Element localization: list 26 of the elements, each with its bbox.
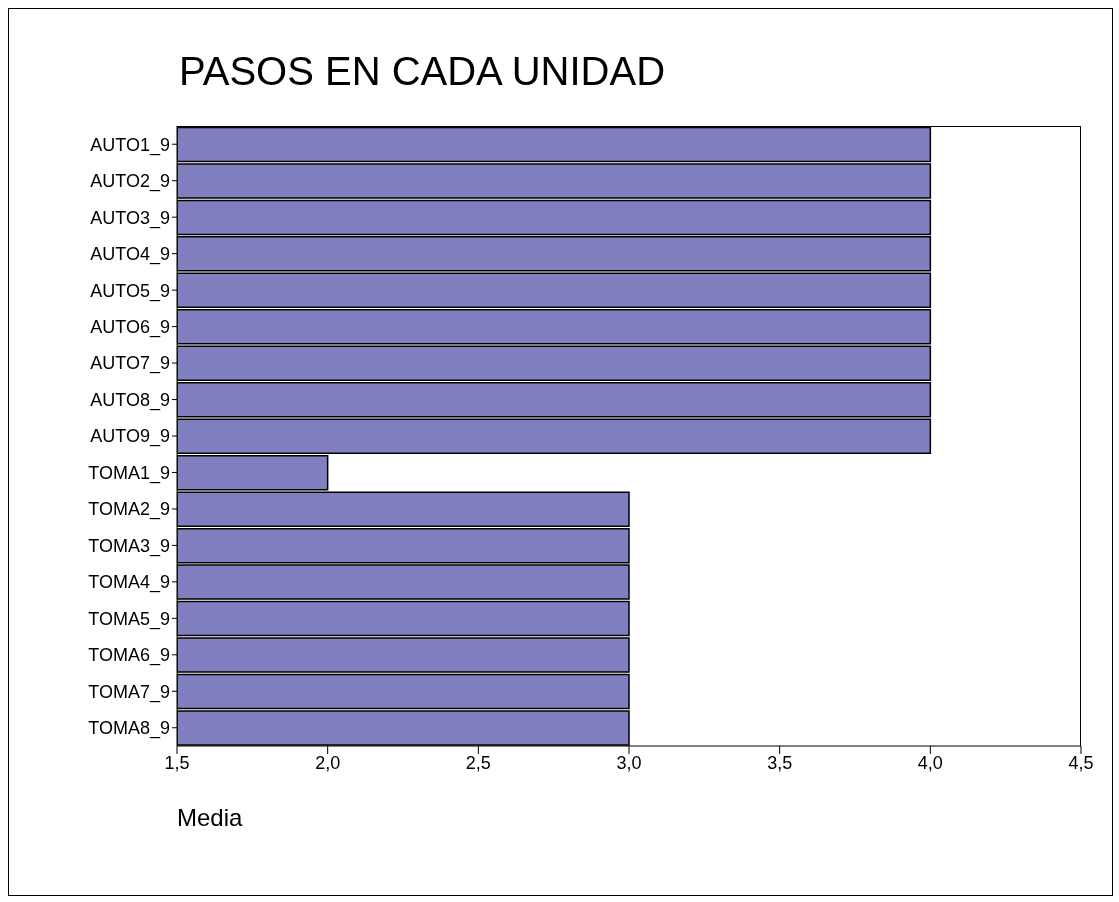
y-tick-label: TOMA8_9	[88, 718, 170, 740]
y-tick-label: AUTO3_9	[90, 207, 170, 229]
x-tick-label: 3,0	[616, 752, 642, 773]
y-tick-label: AUTO9_9	[90, 426, 170, 448]
x-axis-title: Media	[177, 804, 243, 832]
x-tick-label: 4,0	[917, 752, 943, 773]
x-tick-label: 2,0	[315, 752, 341, 773]
x-tick-label: 3,5	[767, 752, 793, 773]
y-tick-label: TOMA7_9	[88, 681, 170, 703]
y-tick-label: AUTO4_9	[90, 244, 170, 266]
y-tick-label: TOMA6_9	[88, 645, 170, 667]
x-tick-label: 1,5	[164, 752, 190, 773]
y-tick-label: AUTO8_9	[90, 389, 170, 411]
y-tick-label: AUTO6_9	[90, 316, 170, 338]
y-tick-label: AUTO7_9	[90, 353, 170, 375]
x-tick-label: 4,5	[1068, 752, 1094, 773]
y-tick-label: TOMA5_9	[88, 608, 170, 630]
y-tick-label: AUTO1_9	[90, 134, 170, 156]
x-tick-label: 2,5	[465, 752, 491, 773]
y-tick-label: TOMA2_9	[88, 499, 170, 521]
y-tick-label: TOMA4_9	[88, 572, 170, 594]
y-tick-label: AUTO5_9	[90, 280, 170, 302]
y-tick-label: TOMA1_9	[88, 462, 170, 484]
chart-title: PASOS EN CADA UNIDAD	[179, 49, 666, 94]
y-tick-label: AUTO2_9	[90, 171, 170, 193]
y-tick-label: TOMA3_9	[88, 535, 170, 557]
